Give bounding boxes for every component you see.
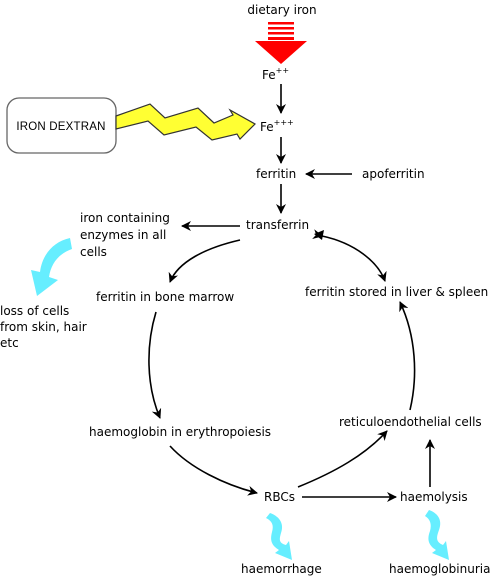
reticuloendothelial-label: reticuloendothelial cells [339,415,482,429]
fe2-label: Fe++ [262,66,289,82]
transferrin-liver-start-head [314,230,324,240]
transferrin-liver-exchange-arrow [312,229,387,282]
reticulo-to-liver-arrow [399,301,416,411]
haemoglobin-to-rbcs-arrow [169,445,258,496]
lightning-bolt-icon [115,103,256,141]
transferrin-label: transferrin [246,218,309,232]
dietary-iron-label: dietary iron [247,3,316,17]
haemorrhage-arrow-icon [266,513,292,560]
fe3-label: Fe+++ [260,118,294,134]
haemorrhage-label: haemorrhage [241,562,322,576]
rbcs-to-reticulo-arrow [297,430,388,488]
iron-dextran-label: IRON DEXTRAN [16,121,105,133]
ferritin-bone-marrow-label: ferritin in bone marrow [96,290,234,304]
loss-of-cells-label: loss of cells from skin, hair etc [0,304,91,350]
ferritin-liver-spleen-label: ferritin stored in liver & spleen [305,285,488,299]
marrow-to-haemoglobin-arrow [148,311,162,419]
transferrin-to-marrow-arrow [168,239,241,283]
haemoglobinuria-label: haemoglobinuria [389,562,490,576]
dietary-iron-arrow [255,22,307,64]
enzymes-label: iron containing enzymes in all cells [80,211,174,259]
apoferritin-label: apoferritin [362,167,425,181]
haemolysis-label: haemolysis [400,490,468,504]
haemoglobin-label: haemoglobin in erythropoiesis [89,425,271,439]
rbcs-label: RBCs [264,490,295,504]
ferritin-label: ferritin [256,167,296,181]
haemoglobinuria-arrow-icon [425,510,449,560]
loss-of-cells-arrow-icon [31,238,72,296]
